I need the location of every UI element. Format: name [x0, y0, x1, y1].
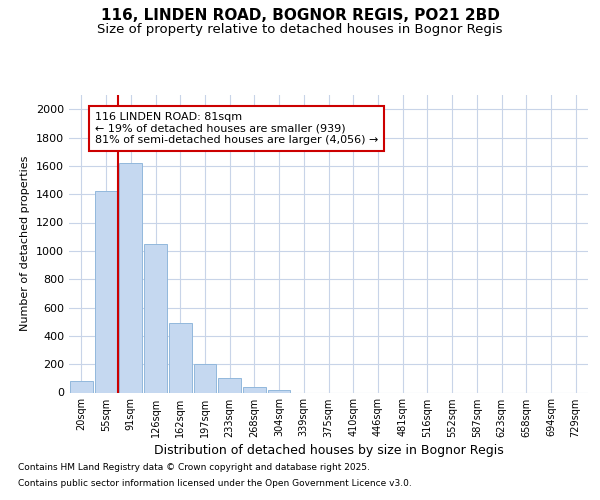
Bar	[268, 390, 290, 392]
Bar	[194, 364, 216, 392]
Text: Size of property relative to detached houses in Bognor Regis: Size of property relative to detached ho…	[97, 22, 503, 36]
Bar	[95, 192, 118, 392]
X-axis label: Distribution of detached houses by size in Bognor Regis: Distribution of detached houses by size …	[154, 444, 503, 457]
Y-axis label: Number of detached properties: Number of detached properties	[20, 156, 31, 332]
Bar	[243, 387, 266, 392]
Text: Contains public sector information licensed under the Open Government Licence v3: Contains public sector information licen…	[18, 478, 412, 488]
Bar	[119, 163, 142, 392]
Bar	[70, 381, 93, 392]
Text: 116 LINDEN ROAD: 81sqm
← 19% of detached houses are smaller (939)
81% of semi-de: 116 LINDEN ROAD: 81sqm ← 19% of detached…	[95, 112, 379, 145]
Bar	[144, 244, 167, 392]
Bar	[169, 323, 191, 392]
Text: 116, LINDEN ROAD, BOGNOR REGIS, PO21 2BD: 116, LINDEN ROAD, BOGNOR REGIS, PO21 2BD	[101, 8, 499, 22]
Text: Contains HM Land Registry data © Crown copyright and database right 2025.: Contains HM Land Registry data © Crown c…	[18, 464, 370, 472]
Bar	[218, 378, 241, 392]
